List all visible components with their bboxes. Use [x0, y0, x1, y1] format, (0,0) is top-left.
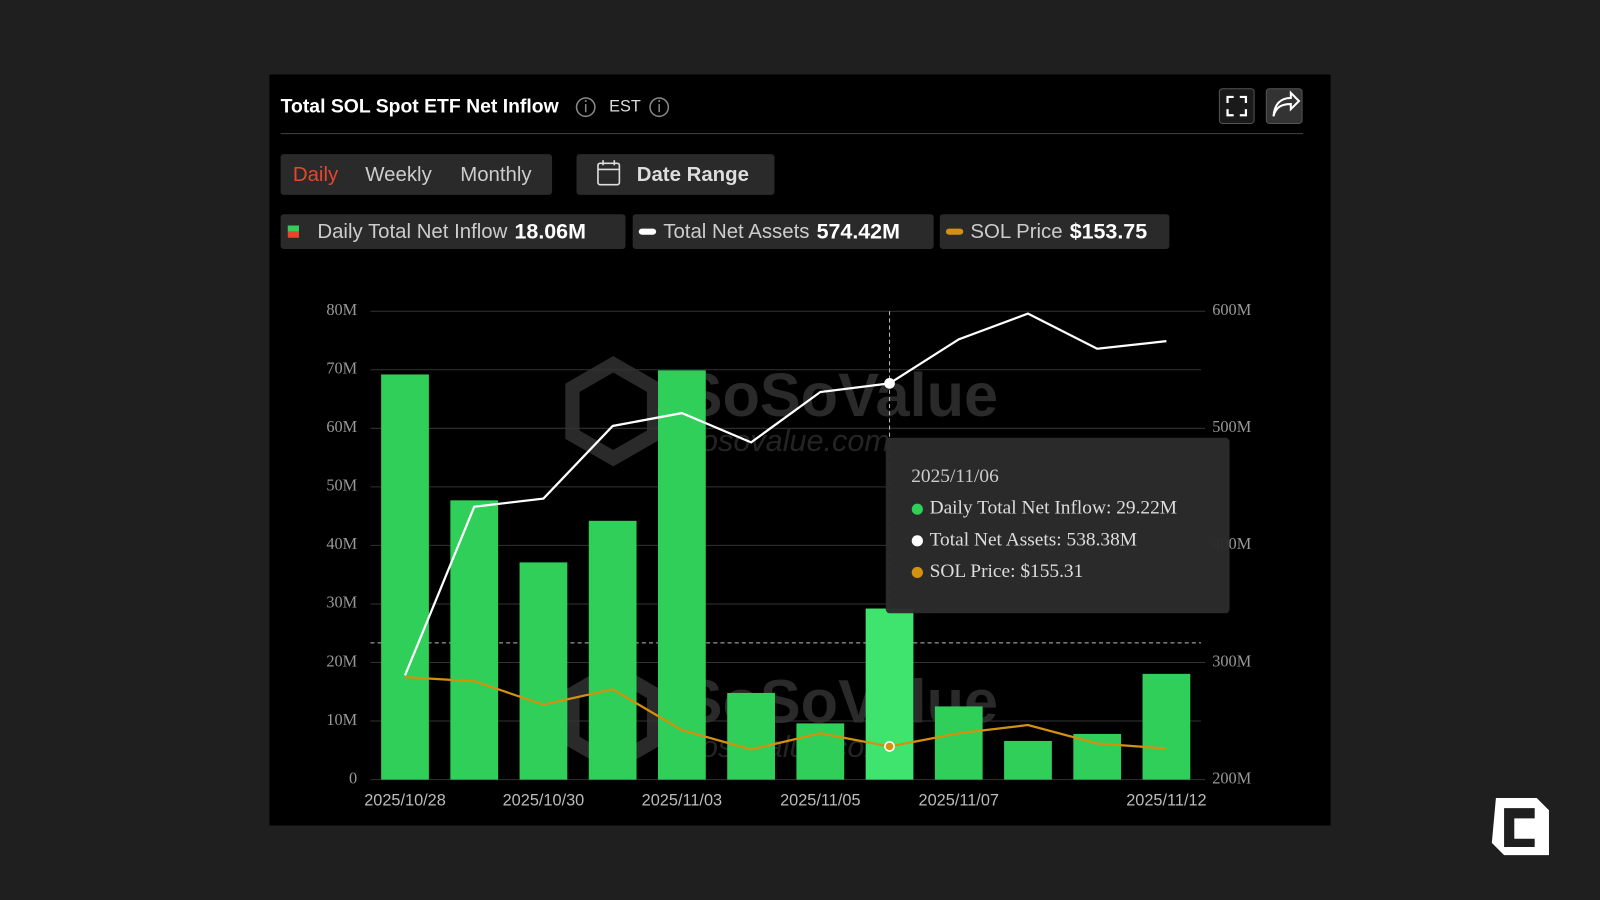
tooltip-dot: [912, 567, 923, 578]
watermark: sosovalue.com: [686, 730, 890, 764]
y2-tick-label: 600M: [1212, 300, 1251, 319]
tooltip-line: Total Net Assets: 538.38M: [930, 529, 1137, 550]
bar: [866, 609, 914, 780]
timezone: EST: [609, 97, 641, 115]
legend-value: 18.06M: [515, 219, 586, 243]
watermark: SoSoValue: [682, 361, 998, 429]
x-tick-label: 2025/11/12: [1126, 791, 1206, 809]
logo: [1492, 798, 1549, 855]
bar: [1073, 734, 1121, 780]
y2-tick-label: 300M: [1212, 651, 1251, 670]
y-tick-label: 50M: [326, 476, 357, 495]
hover-point: [885, 742, 894, 751]
x-tick-label: 2025/11/05: [780, 791, 860, 809]
bar: [727, 693, 775, 780]
y-tick-label: 30M: [326, 593, 357, 612]
fullscreen-button[interactable]: [1219, 89, 1254, 124]
y2-tick-label: 200M: [1212, 768, 1251, 787]
tooltip: [886, 438, 1230, 614]
period-button[interactable]: Monthly: [460, 164, 532, 186]
bar: [935, 706, 983, 779]
x-tick-label: 2025/11/03: [642, 791, 722, 809]
tooltip-line: SOL Price: $155.31: [930, 561, 1084, 582]
y-tick-label: 40M: [326, 534, 357, 553]
share-button[interactable]: [1266, 89, 1302, 124]
y-tick-label: 20M: [326, 651, 357, 670]
bar: [589, 521, 637, 780]
legend-value: 574.42M: [817, 219, 900, 243]
period-button[interactable]: Daily: [293, 164, 339, 186]
legend-swatch: [946, 229, 963, 235]
period-button[interactable]: Weekly: [365, 164, 432, 186]
bar: [1004, 741, 1052, 780]
legend-label: Daily Total Net Inflow: [317, 221, 507, 243]
legend-swatch: [288, 226, 299, 232]
date-range-label: Date Range: [637, 164, 749, 186]
tooltip-line: Daily Total Net Inflow: 29.22M: [930, 498, 1177, 519]
legend-swatch: [639, 229, 656, 235]
bar: [381, 374, 429, 779]
y2-tick-label: 500M: [1212, 417, 1251, 436]
y-tick-label: 0: [349, 768, 357, 787]
hover-point: [885, 379, 894, 388]
y-tick-label: 80M: [326, 300, 357, 319]
x-tick-label: 2025/10/28: [364, 791, 446, 809]
legend-label: SOL Price: [970, 221, 1062, 243]
watermark: sosovalue.com: [686, 424, 890, 458]
legend-swatch: [288, 232, 299, 238]
bar: [1143, 674, 1191, 780]
x-tick-label: 2025/11/07: [919, 791, 999, 809]
y-tick-label: 70M: [326, 359, 357, 378]
bar: [520, 562, 568, 779]
bar: [796, 723, 844, 779]
bar: [658, 370, 706, 779]
tooltip-dot: [912, 504, 923, 515]
legend-value: $153.75: [1070, 219, 1147, 243]
legend-label: Total Net Assets: [663, 221, 809, 243]
x-tick-label: 2025/10/30: [503, 791, 585, 809]
bar: [450, 500, 498, 779]
tooltip-dot: [912, 535, 923, 546]
chart-title: Total SOL Spot ETF Net Inflow: [281, 95, 560, 117]
tooltip-date: 2025/11/06: [911, 466, 999, 487]
y-tick-label: 60M: [326, 417, 357, 436]
y-tick-label: 10M: [326, 710, 357, 729]
